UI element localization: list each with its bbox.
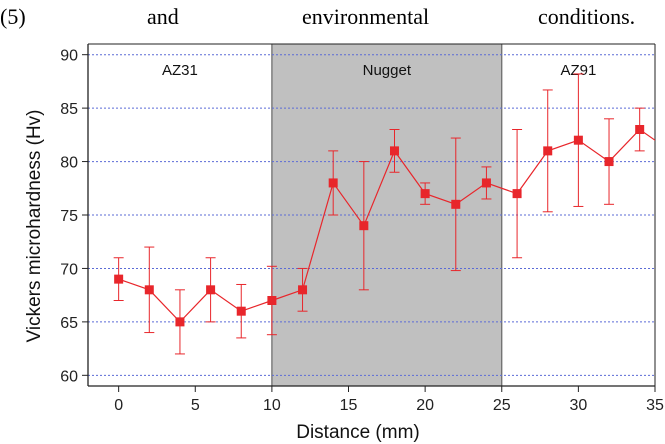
x-tick-label: 25 [493, 397, 511, 414]
x-axis-title: Distance (mm) [296, 422, 420, 443]
data-point [451, 199, 461, 209]
y-axis-title: Vickers microhardness (Hv) [24, 110, 45, 343]
y-tick-label: 80 [60, 155, 78, 172]
y-tick-label: 60 [60, 368, 78, 385]
grid-layer [88, 54, 655, 376]
text-word-1: (5) [0, 4, 26, 29]
x-tick-label: 20 [416, 397, 434, 414]
text-fragment-line: (5) and environmental conditions. [0, 4, 665, 36]
y-tick-label: 65 [60, 315, 78, 332]
data-point [389, 146, 399, 156]
x-tick-label: 0 [114, 397, 123, 414]
y-tick-label: 70 [60, 261, 78, 278]
region-label-nugget: Nugget [363, 62, 412, 79]
text-word-4: conditions. [538, 4, 636, 29]
x-tick-label: 15 [340, 397, 358, 414]
data-point [512, 189, 522, 199]
region-nugget [271, 44, 502, 386]
x-tick-label: 35 [646, 397, 664, 414]
data-point [604, 157, 614, 167]
x-tick-label: 5 [191, 397, 200, 414]
data-point [298, 285, 308, 295]
x-tick-label: 30 [569, 397, 587, 414]
data-point [114, 274, 124, 284]
data-point [206, 285, 216, 295]
data-point [328, 178, 338, 188]
data-point [267, 296, 277, 305]
data-point [543, 146, 553, 156]
text-word-3: environmental [302, 4, 430, 29]
data-point [144, 285, 154, 295]
region-label-az91: AZ91 [560, 62, 596, 79]
data-point [175, 317, 185, 327]
series-layer [113, 73, 655, 355]
data-point [573, 135, 583, 145]
series-clip-group [113, 73, 655, 355]
data-point [420, 189, 430, 199]
x-tick-label: 10 [263, 397, 281, 414]
data-point [635, 125, 645, 134]
axes-layer: 60 65 70 75 80 85 90 0 5 10 15 20 25 30 35 [60, 43, 664, 414]
text-word-2: and [147, 4, 179, 29]
data-point [481, 178, 491, 188]
data-point [236, 306, 246, 316]
y-tick-label: 75 [60, 208, 78, 225]
y-tick-label: 90 [60, 48, 78, 65]
y-tick-label: 85 [60, 101, 78, 118]
region-label-az31: AZ31 [162, 62, 198, 79]
data-point [359, 221, 369, 231]
